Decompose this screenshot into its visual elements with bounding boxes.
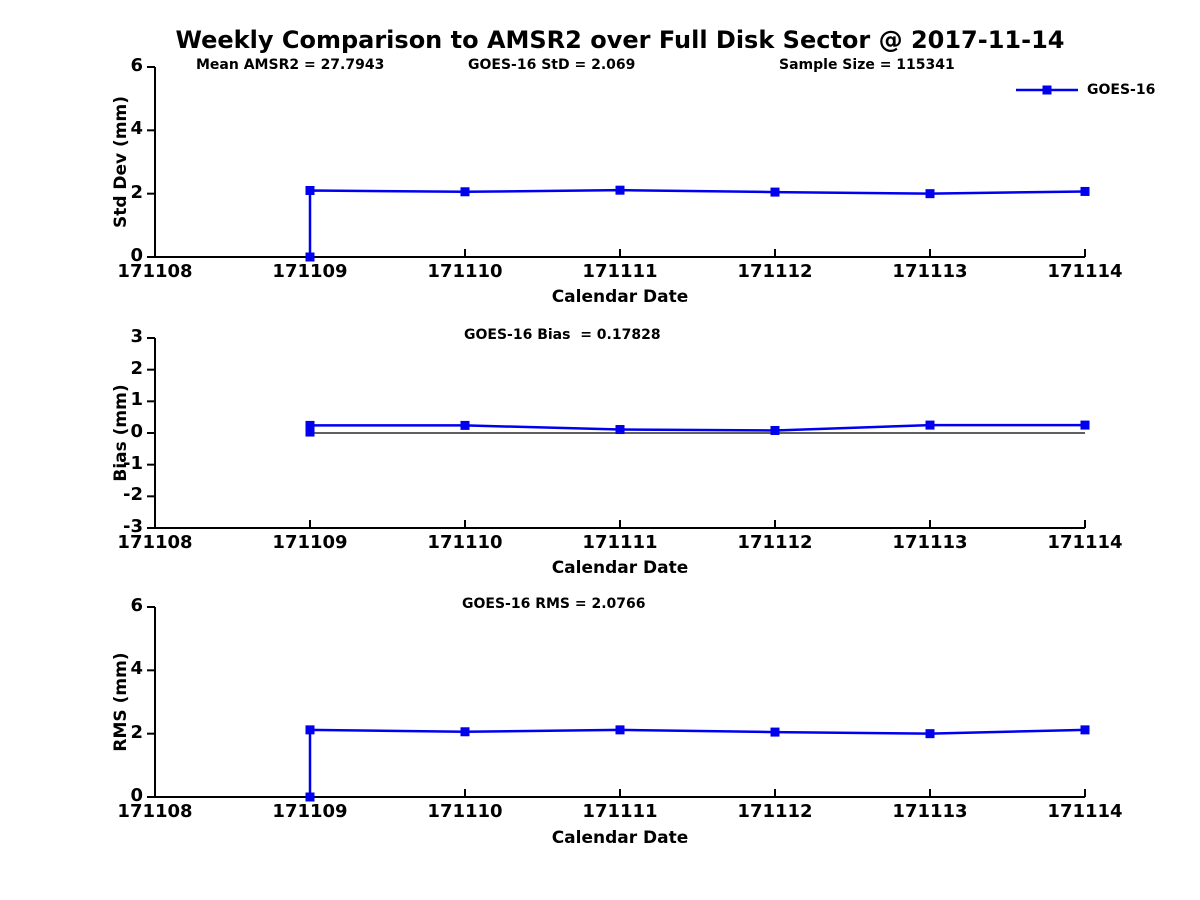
x-tick-label: 171108 [117,261,193,282]
x-tick-label: 171113 [892,801,968,822]
x-tick-label: 171113 [892,532,968,553]
y-tick-label: 0 [130,785,143,806]
x-tick-label: 171110 [427,261,503,282]
data-point-marker [615,185,625,195]
x-tick-label: 171112 [737,801,813,822]
data-point-marker [925,189,935,199]
y-tick-label: 3 [130,326,143,347]
data-point-marker [305,252,315,262]
annotation-goes16-std: GOES-16 StD = 2.069 [468,57,636,73]
x-tick-label: 171110 [427,532,503,553]
x-tick-label: 171108 [117,532,193,553]
legend-marker-icon [1016,85,1078,95]
xlabel-calendar-date-1: Calendar Date [551,287,689,307]
data-point-marker [305,427,315,437]
y-tick-label: 4 [130,658,143,680]
data-point-marker [305,186,315,195]
legend-label: GOES-16 [1087,82,1156,98]
x-tick-label: 171113 [892,261,968,282]
x-tick-label: 171112 [737,532,813,553]
data-point-marker [460,420,470,430]
annotation-goes16-rms: GOES-16 RMS = 2.0766 [462,596,646,612]
y-tick-label: -1 [123,452,143,474]
data-point-marker [925,729,935,739]
y-tick-label: 1 [130,389,143,411]
series-line-goes-16 [308,728,1086,797]
data-point-marker [770,425,780,435]
data-point-marker [305,792,315,802]
data-point-marker [1080,186,1090,196]
x-tick-label: 171114 [1047,801,1123,822]
x-tick-label: 171110 [427,801,503,822]
data-point-marker [770,187,780,197]
y-tick-label: -2 [123,484,143,506]
y-tick-label: 2 [130,357,143,379]
x-tick-label: 171111 [582,801,658,822]
data-point-marker [770,727,780,737]
x-tick-label: 171109 [272,532,348,553]
x-tick-label: 171112 [737,261,813,282]
annotation-goes16-bias: GOES-16 Bias = 0.17828 [464,327,661,343]
x-tick-label: 171111 [582,532,658,553]
legend: GOES-16 [1015,82,1155,98]
y-tick-label: 4 [130,118,143,140]
x-tick-label: 171109 [272,261,348,282]
x-tick-label: 171111 [582,261,658,282]
data-point-marker [305,725,315,735]
y-tick-label: 0 [130,421,143,442]
xlabel-calendar-date-3: Calendar Date [551,828,689,848]
x-tick-label: 171114 [1047,261,1123,282]
y-tick-label: 2 [130,721,143,743]
data-point-marker [1080,420,1090,430]
data-point-marker [615,725,625,735]
annotation-sample-size: Sample Size = 115341 [779,57,955,73]
x-tick-label: 171114 [1047,532,1123,553]
data-point-marker [460,187,470,197]
data-point-marker [460,727,470,737]
y-tick-label: 0 [130,245,143,266]
y-tick-label: -3 [123,516,143,537]
data-point-marker [1080,725,1090,735]
data-point-marker [305,420,315,430]
y-tick-label: 2 [130,181,143,203]
series-line-goes-16 [308,188,1086,257]
xlabel-calendar-date-2: Calendar Date [551,558,689,578]
x-tick-label: 171108 [117,801,193,822]
series-line-goes-16 [308,423,1085,433]
y-tick-label: 6 [130,55,143,76]
annotation-mean-amsr2: Mean AMSR2 = 27.7943 [196,57,385,73]
data-point-marker [615,425,625,435]
y-tick-label: 6 [130,595,143,616]
ylabel-std-dev: Std Dev (mm) [111,95,131,229]
x-tick-label: 171109 [272,801,348,822]
figure-title: Weekly Comparison to AMSR2 over Full Dis… [175,26,1065,54]
data-point-marker [925,420,935,430]
